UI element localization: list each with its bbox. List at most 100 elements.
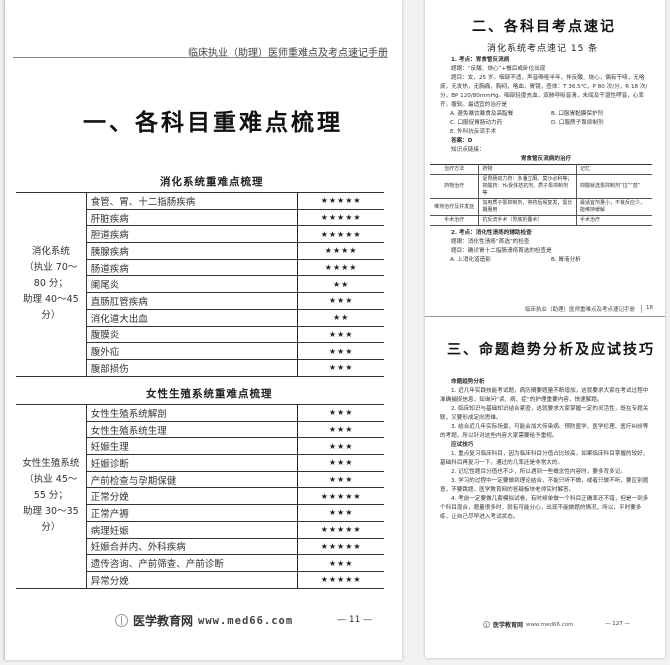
q2-stem: 题目：确诊胃十二指肠溃疡首选的检查是 xyxy=(451,248,552,254)
table-row: 胰腺疾病 ★★★★ xyxy=(16,242,384,260)
table-header: 治疗方法 药物 记忆 xyxy=(430,164,652,175)
option: B. 口服胃黏膜保护剂 xyxy=(551,111,604,117)
star-rating: ★★ xyxy=(297,275,384,294)
table-cell: 抑酸就选泵抑制剂“拉”“替” xyxy=(576,174,652,199)
section-heading: 命题趋势分析 xyxy=(451,379,485,385)
paragraph: 3. 学习的过程中一定要做到理论结合，不能只听不做，或者只做不听，要区别题意，不… xyxy=(440,478,649,493)
topic-cell: 腹外疝 xyxy=(86,342,299,360)
paragraph: 4. 考前一定要做几套模拟试卷，有时候单做一个科目正确率还不错，但是一到多个科目… xyxy=(440,496,649,520)
topic-cell: 直肠肛管疾病 xyxy=(86,292,299,310)
star-rating: ★★★ xyxy=(297,326,384,344)
topic-cell: 食管、胃、十二指肠疾病 xyxy=(86,192,299,210)
table-row: 腹膜炎 ★★★ xyxy=(16,326,384,344)
page-footer: 医学教育网 www.med66.com xyxy=(115,612,293,629)
left-book-page: 临床执业（助理）医师重难点及考点速记手册 一、各科目重难点梳理 消化系统重难点梳… xyxy=(4,0,402,660)
table-row: 妊娠合并内、外科疾病 ★★★★★ xyxy=(16,538,384,556)
page-footer: 医学教育网 www.med66.com xyxy=(483,620,573,629)
topic-cell: 腹部损伤 xyxy=(86,359,299,377)
topic-cell: 异常分娩 xyxy=(86,571,299,589)
section-subtitle: 消化系统考点速记 15 条 xyxy=(487,44,599,54)
table-cell: 药物 xyxy=(478,164,577,175)
star-rating: ★★★ xyxy=(297,504,384,522)
star-rating: ★★★★★ xyxy=(297,225,384,244)
topic-cell: 遗传咨询、产前筛查、产前诊断 xyxy=(86,554,299,572)
section-heading: 应试技巧 xyxy=(451,442,474,448)
table-row: 手术治疗 抗反流手术（胃底折叠术） 手术治疗 xyxy=(430,215,652,226)
table-cell: 记忆 xyxy=(576,164,652,175)
page-separator xyxy=(425,316,665,317)
topic-cell: 病理妊娠 xyxy=(86,521,299,539)
q1-link: 知识点链接： xyxy=(451,147,485,153)
paragraph: 3. 结合近几年实际场景，可能会加大传染病、预防医学、医学伦理、医疗纠纷等的考题… xyxy=(440,424,649,439)
star-rating: ★★★ xyxy=(297,292,384,310)
group-cell: 消化系统 （执业 70～80 分； 助理 40～45 分） xyxy=(16,192,87,377)
table-row: 遗传咨询、产前筛查、产前诊断 ★★★ xyxy=(16,554,384,572)
q1-answer: 答案：D xyxy=(451,138,473,144)
topic-cell: 女性生殖系统解剖 xyxy=(86,404,299,422)
star-rating: ★★★ xyxy=(297,554,384,572)
running-header: 临床执业（助理）医师重难点及考点速记手册 xyxy=(188,48,388,59)
topic-cell: 正常产褥 xyxy=(86,504,299,522)
q2-options: A. 上消化道造影 B. 胃液分析 xyxy=(440,256,652,265)
q1-options: A. 避免暴饮暴食及高脂餐 B. 口服胃黏膜保护剂 C. 口服促胃肠动力药 D.… xyxy=(440,110,652,137)
chapter-title: 二、各科目考点速记 xyxy=(472,19,616,35)
option: D. 口服质子泵抑制剂 xyxy=(551,120,604,126)
option: A. 避免暴饮暴食及高脂餐 xyxy=(450,111,514,117)
female-reproductive-table: 女性生殖系统 （执业 45～55 分； 助理 30～35 分） 女性生殖系统解剖 ★★★… xyxy=(16,404,384,589)
med66-logo-icon xyxy=(483,621,490,628)
option: C. 口服促胃肠动力药 xyxy=(450,120,503,126)
treatment-table: 治疗方法 药物 记忆 药物治疗 促胃肠动力药：多潘立酮、莫沙必利等；抑酸药：H₂受体拮抗… xyxy=(430,164,652,226)
star-rating: ★★★★★ xyxy=(297,521,384,539)
table-caption: 消化系统重难点梳理 xyxy=(160,176,264,188)
topic-cell: 女性生殖系统生理 xyxy=(86,421,299,439)
star-rating: ★★★ xyxy=(297,404,384,422)
table-cell: 最适宜剂量小，不良反应少，能维持缓解 xyxy=(576,198,652,216)
table-row: 妊娠生理 ★★★ xyxy=(16,437,384,456)
analysis-block: 命题趋势分析 1. 近几年实践技能考试题，病历摘要题量不断增加，这就要求大家在考… xyxy=(440,378,652,522)
topic-cell: 胰腺疾病 xyxy=(86,242,299,260)
paragraph: 1. 近几年实践技能考试题，病历摘要题量不断增加，这就要求大家在考试过程中准确捕… xyxy=(440,388,649,403)
star-rating: ★★★★★ xyxy=(297,192,384,210)
chapter-title: 一、各科目重难点梳理 xyxy=(83,110,343,136)
topic-cell: 正常分娩 xyxy=(86,487,299,506)
table-cell: 加用质子泵抑制剂，停药后易复发，需长期服用 xyxy=(478,198,577,216)
q1-block: 1. 考点：胃食管反流病 题眼：“反酸、烧心”+餐后或卧位出现 题目：女，25 … xyxy=(440,56,652,164)
table-row: 消化系统 （执业 70～80 分； 助理 40～45 分） 食管、胃、十二指肠疾病 ★★… xyxy=(16,192,384,377)
group-label: 消化系统 xyxy=(31,246,70,258)
topic-cell: 阑尾炎 xyxy=(86,275,299,294)
star-rating: ★★★ xyxy=(297,342,384,360)
table-row: 女性生殖系统 （执业 45～55 分； 助理 30～35 分） 女性生殖系统解剖 ★★★ xyxy=(16,404,384,589)
table-cell: 手术治疗 xyxy=(430,215,479,226)
running-page-number: 18 xyxy=(641,305,653,313)
group-label: 助理 30～35 分） xyxy=(22,506,79,534)
footer-url: www.med66.com xyxy=(526,621,574,628)
q1-heading: 1. 考点：胃食管反流病 xyxy=(451,57,510,63)
right-top-content: 1. 考点：胃食管反流病 题眼：“反酸、烧心”+餐后或卧位出现 题目：女，25 … xyxy=(430,56,652,265)
table-row: 女性生殖系统生理 ★★★ xyxy=(16,421,384,439)
table-cell: 手术治疗 xyxy=(576,215,652,226)
group-cell: 女性生殖系统 （执业 45～55 分； 助理 30～35 分） xyxy=(16,404,87,589)
star-rating: ★★★★★ xyxy=(297,571,384,589)
page-number: — 11 — xyxy=(337,615,373,625)
star-rating: ★★★★★ xyxy=(297,538,384,556)
topic-cell: 腹膜炎 xyxy=(86,326,299,344)
q2-heading: 2. 考点：消化性溃疡的辅助检查 xyxy=(451,230,532,236)
table-row: 直肠肛管疾病 ★★★ xyxy=(16,292,384,310)
topic-cell: 产前检查与孕期保健 xyxy=(86,471,299,489)
topic-cell: 消化道大出血 xyxy=(86,309,299,327)
q2-block: 2. 考点：消化性溃疡的辅助检查 题眼：消化性溃疡“首选”的检查 题目：确诊胃十… xyxy=(440,229,652,265)
digestive-system-table: 消化系统 （执业 70～80 分； 助理 40～45 分） 食管、胃、十二指肠疾病 ★★… xyxy=(16,192,384,377)
star-rating: ★★★ xyxy=(297,359,384,377)
right-book-pages: 二、各科目考点速记 消化系统考点速记 15 条 1. 考点：胃食管反流病 题眼：… xyxy=(425,0,665,658)
group-label: （执业 70～80 分； xyxy=(24,262,78,290)
footer-brand: 医学教育网 xyxy=(133,614,194,628)
table-row: 阑尾炎 ★★ xyxy=(16,275,384,294)
paragraph: 2. 临床知识与基础知识结合紧密，这就要求大家掌握一定的灵活性，既在专题关联，又… xyxy=(440,406,649,421)
star-rating: ★★★★★ xyxy=(297,209,384,227)
med66-logo-icon xyxy=(115,614,128,627)
group-label: （执业 45～55 分； xyxy=(24,474,78,502)
table-caption: 女性生殖系统重难点梳理 xyxy=(146,388,273,400)
star-rating: ★★★★★ xyxy=(297,487,384,506)
option: B. 胃液分析 xyxy=(551,257,581,263)
star-rating: ★★ xyxy=(297,309,384,327)
